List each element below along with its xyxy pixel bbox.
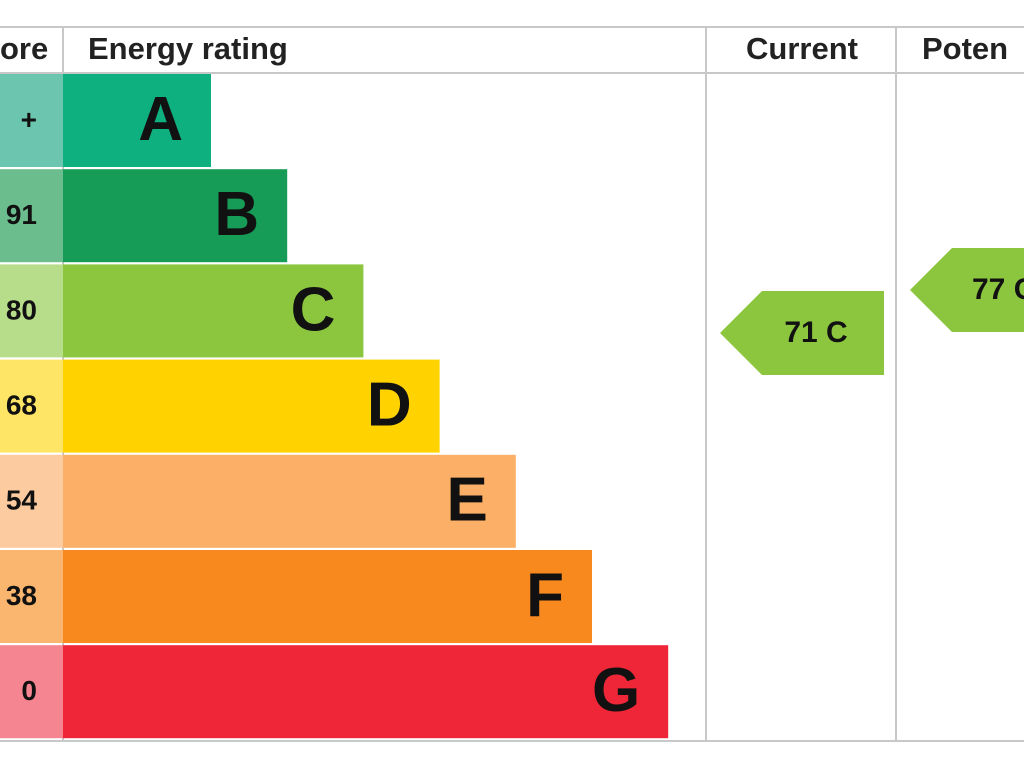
score-range: 80 — [6, 294, 37, 325]
rating-letter: F — [526, 561, 564, 630]
rating-letter: A — [138, 85, 183, 154]
rating-letter: G — [592, 656, 640, 725]
rating-bar — [63, 74, 211, 167]
score-cell — [0, 359, 63, 453]
rating-bar — [63, 264, 364, 358]
score-cell — [0, 264, 63, 358]
score-range: 68 — [6, 389, 37, 420]
potential-arrow — [910, 248, 1024, 332]
score-cell — [0, 169, 63, 263]
score-range: 0 — [21, 675, 37, 706]
rating-bar — [63, 550, 592, 643]
score-cell — [0, 645, 63, 739]
current-arrow — [720, 291, 884, 375]
current-label: 71 C — [784, 316, 847, 349]
potential-label: 77 C — [972, 273, 1024, 306]
current-header: Current — [746, 31, 858, 66]
score-cell — [0, 454, 63, 548]
rating-letter: E — [446, 466, 487, 535]
score-range: 38 — [6, 580, 37, 611]
rating-bar — [63, 645, 669, 739]
score-cell — [0, 550, 63, 643]
score-range: 91 — [6, 199, 37, 230]
bands: + A 91 B 80 C 68 D 54 E 38 F 0 G — [0, 74, 669, 739]
rating-bar — [63, 359, 440, 453]
rating-letter: B — [214, 180, 259, 249]
rating-header: Energy rating — [88, 31, 288, 66]
rating-bar — [63, 454, 516, 548]
rating-letter: D — [367, 370, 412, 439]
rating-letter: C — [291, 275, 336, 344]
score-range: + — [21, 104, 37, 135]
potential-header: Poten — [922, 31, 1008, 66]
score-cell — [0, 74, 63, 167]
rating-bar — [63, 169, 288, 263]
score-range: 54 — [6, 485, 38, 516]
score-header: ore — [0, 31, 48, 66]
